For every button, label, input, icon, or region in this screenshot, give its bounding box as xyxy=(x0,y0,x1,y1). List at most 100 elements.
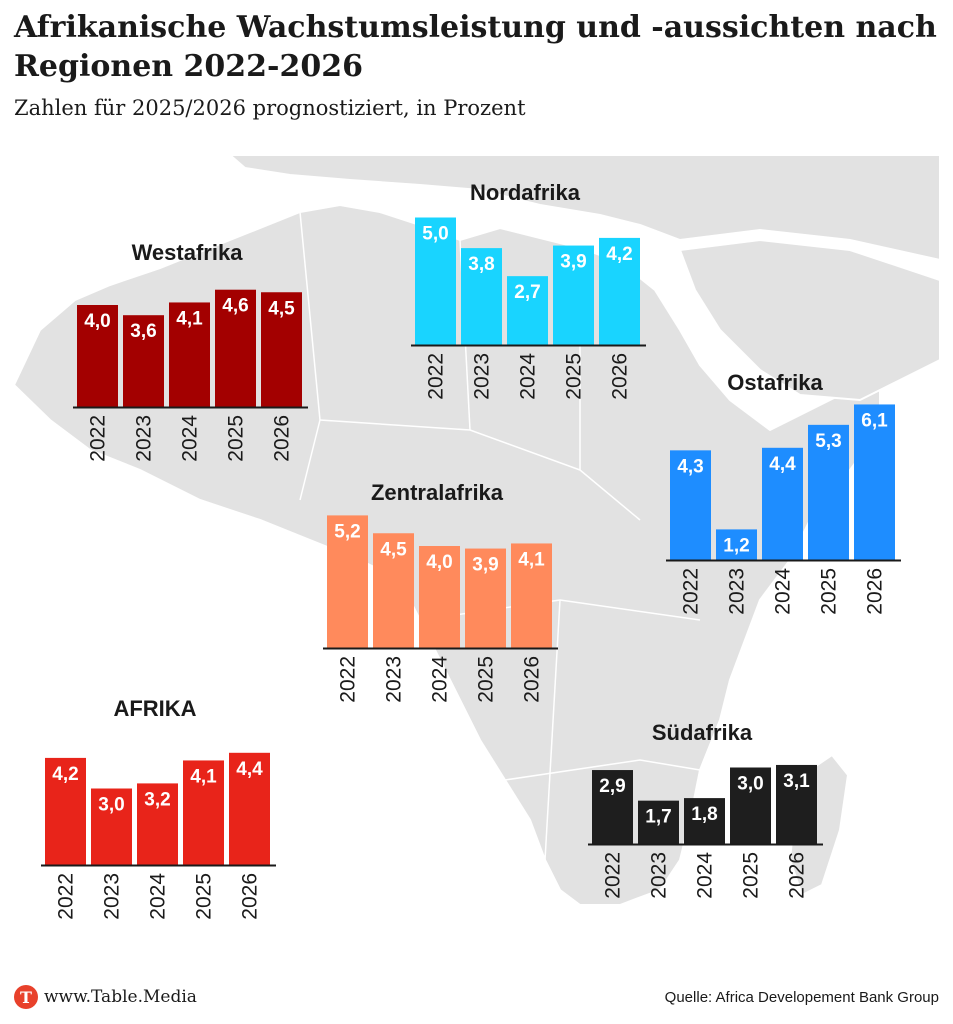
nordafrika-value-label-2025: 3,9 xyxy=(560,252,586,273)
suedafrika-year-label-2022: 2022 xyxy=(602,852,625,899)
suedafrika-value-label-2024: 1,8 xyxy=(691,804,717,825)
suedafrika-bar-2024 xyxy=(684,798,725,844)
nordafrika-chart-title: Nordafrika xyxy=(470,180,581,205)
ostafrika-value-label-2024: 4,4 xyxy=(769,454,796,475)
afrika-value-label-2025: 4,1 xyxy=(190,766,217,787)
zentralafrika-value-label-2022: 5,2 xyxy=(334,521,360,542)
zentralafrika-year-label-2026: 2026 xyxy=(521,656,544,703)
nordafrika-value-label-2023: 3,8 xyxy=(468,254,494,275)
westafrika-value-label-2025: 4,6 xyxy=(222,296,248,317)
suedafrika-bar-2023 xyxy=(638,800,679,844)
suedafrika-bar-2026 xyxy=(776,764,817,844)
zentralafrika-bar-2026 xyxy=(511,543,552,648)
zentralafrika-year-label-2024: 2024 xyxy=(429,656,452,703)
nordafrika-year-label-2022: 2022 xyxy=(425,353,448,400)
westafrika-bar-2025 xyxy=(215,289,256,407)
nordafrika-bar-2025 xyxy=(553,245,594,345)
nordafrika-year-label-2026: 2026 xyxy=(609,353,632,400)
westafrika-year-label-2026: 2026 xyxy=(271,415,294,462)
zentralafrika-bar-2022 xyxy=(327,515,368,648)
afrika-year-label-2025: 2025 xyxy=(193,873,216,920)
zentralafrika-year-label-2023: 2023 xyxy=(383,656,406,703)
ostafrika-value-label-2022: 4,3 xyxy=(677,456,703,477)
suedafrika-bar-2022 xyxy=(592,770,633,844)
afrika-bar-2024 xyxy=(137,783,178,865)
chart-title: Afrikanische Wachstumsleistung und -auss… xyxy=(14,10,937,84)
afrika-value-label-2023: 3,0 xyxy=(98,795,124,816)
nordafrika-value-label-2022: 5,0 xyxy=(422,224,448,245)
suedafrika-year-label-2024: 2024 xyxy=(694,852,717,899)
afrika-bar-2023 xyxy=(91,788,132,865)
suedafrika-value-label-2023: 1,7 xyxy=(645,807,671,828)
nordafrika-value-label-2024: 2,7 xyxy=(514,282,540,303)
westafrika-year-label-2024: 2024 xyxy=(179,415,202,462)
ostafrika-value-label-2025: 5,3 xyxy=(815,431,841,452)
ostafrika-chart-title: Ostafrika xyxy=(727,370,823,395)
nordafrika-bar-2024 xyxy=(507,276,548,345)
zentralafrika-value-label-2026: 4,1 xyxy=(518,549,545,570)
zentralafrika-bar-2023 xyxy=(373,533,414,648)
nordafrika-bar-2022 xyxy=(415,217,456,345)
zentralafrika-value-label-2024: 4,0 xyxy=(426,552,452,573)
suedafrika-value-label-2025: 3,0 xyxy=(737,774,763,795)
westafrika-bar-2026 xyxy=(261,292,302,407)
ostafrika-bar-2024 xyxy=(762,447,803,560)
ostafrika-bar-2023 xyxy=(716,529,757,560)
westafrika-bar-2023 xyxy=(123,315,164,407)
afrika-year-label-2022: 2022 xyxy=(55,873,78,920)
europe-shape xyxy=(227,154,941,262)
ostafrika-value-label-2023: 1,2 xyxy=(723,535,749,556)
zentralafrika-bar-2025 xyxy=(465,548,506,648)
ostafrika-year-label-2026: 2026 xyxy=(864,568,887,615)
ostafrika-year-label-2024: 2024 xyxy=(772,568,795,615)
table-media-logo[interactable]: T www.Table.Media xyxy=(14,985,197,1009)
westafrika-value-label-2023: 3,6 xyxy=(130,321,156,342)
afrika-value-label-2026: 4,4 xyxy=(236,759,263,780)
zentralafrika-year-label-2022: 2022 xyxy=(337,656,360,703)
chart-subtitle: Zahlen für 2025/2026 prognostiziert, in … xyxy=(14,96,526,120)
nordafrika-bar-2026 xyxy=(599,237,640,345)
suedafrika-year-label-2026: 2026 xyxy=(786,852,809,899)
afrika-year-label-2024: 2024 xyxy=(147,873,170,920)
suedafrika-value-label-2026: 3,1 xyxy=(783,771,810,792)
nordafrika-bar-2023 xyxy=(461,248,502,345)
zentralafrika-chart-title: Zentralafrika xyxy=(371,480,504,505)
afrika-chart-title: AFRIKA xyxy=(113,696,196,721)
ostafrika-year-label-2025: 2025 xyxy=(818,568,841,615)
nordafrika-year-label-2023: 2023 xyxy=(471,353,494,400)
ostafrika-year-label-2023: 2023 xyxy=(726,568,749,615)
afrika-bar-2026 xyxy=(229,752,270,865)
ostafrika-bar-2025 xyxy=(808,424,849,560)
westafrika-year-label-2022: 2022 xyxy=(87,415,110,462)
suedafrika-value-label-2022: 2,9 xyxy=(599,776,625,797)
nordafrika-value-label-2026: 4,2 xyxy=(606,244,632,265)
zentralafrika-bar-2024 xyxy=(419,546,460,648)
suedafrika-bar-2025 xyxy=(730,767,771,844)
westafrika-value-label-2024: 4,1 xyxy=(176,308,203,329)
westafrika-value-label-2026: 4,5 xyxy=(268,298,295,319)
westafrika-value-label-2022: 4,0 xyxy=(84,311,110,332)
ostafrika-year-label-2022: 2022 xyxy=(680,568,703,615)
zentralafrika-year-label-2025: 2025 xyxy=(475,656,498,703)
nordafrika-year-label-2025: 2025 xyxy=(563,353,586,400)
table-media-logo-text: www.Table.Media xyxy=(44,987,197,1007)
ostafrika-value-label-2026: 6,1 xyxy=(861,410,888,431)
afrika-value-label-2024: 3,2 xyxy=(144,789,170,810)
suedafrika-year-label-2023: 2023 xyxy=(648,852,671,899)
afrika-year-label-2026: 2026 xyxy=(239,873,262,920)
zentralafrika-value-label-2025: 3,9 xyxy=(472,555,498,576)
source-note: Quelle: Africa Developement Bank Group xyxy=(664,989,939,1006)
arabian-peninsula-shape xyxy=(678,238,941,402)
zentralafrika-value-label-2023: 4,5 xyxy=(380,539,407,560)
afrika-value-label-2022: 4,2 xyxy=(52,764,78,785)
afrika-bar-2025 xyxy=(183,760,224,865)
afrika-bar-2022 xyxy=(45,757,86,865)
suedafrika-year-label-2025: 2025 xyxy=(740,852,763,899)
westafrika-year-label-2025: 2025 xyxy=(225,415,248,462)
westafrika-bar-2022 xyxy=(77,305,118,407)
afrika-year-label-2023: 2023 xyxy=(101,873,124,920)
table-media-logo-icon: T xyxy=(14,985,38,1009)
suedafrika-chart-title: Südafrika xyxy=(652,720,753,745)
westafrika-bar-2024 xyxy=(169,302,210,407)
